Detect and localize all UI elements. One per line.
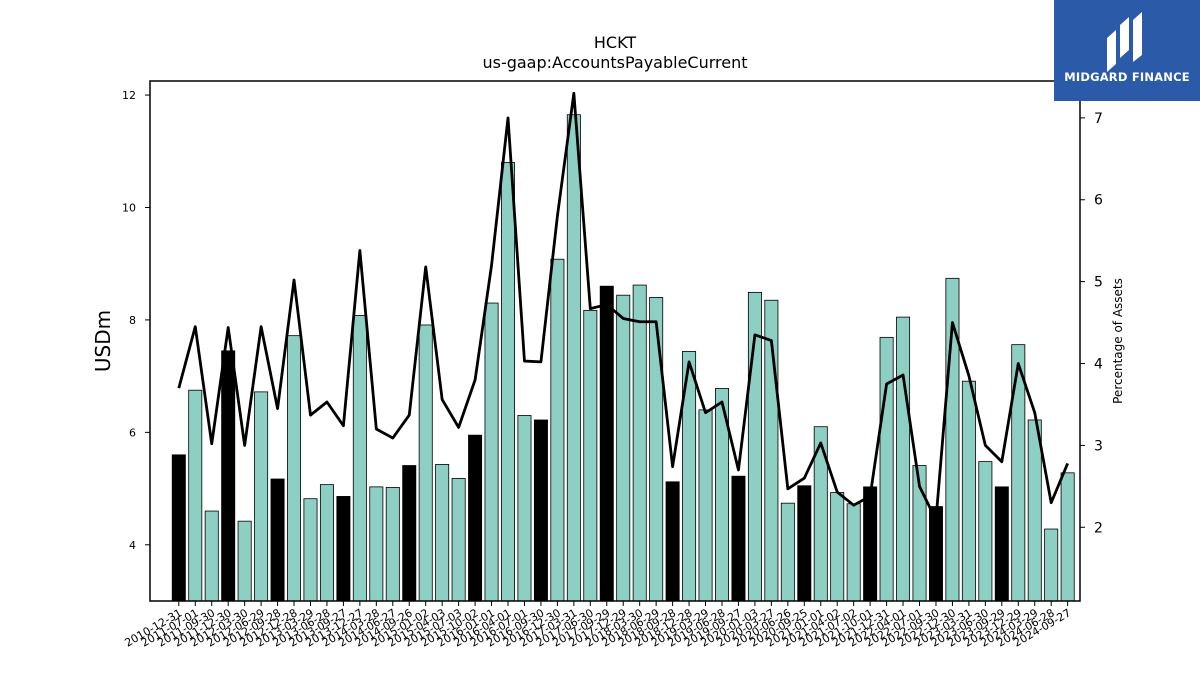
bar bbox=[468, 434, 483, 602]
plot-frame bbox=[149, 80, 1081, 602]
bar bbox=[369, 486, 384, 602]
bar bbox=[583, 309, 598, 602]
bar bbox=[879, 336, 894, 602]
bar bbox=[649, 297, 664, 602]
bar bbox=[352, 315, 367, 602]
percentage-line bbox=[177, 91, 1069, 522]
bar bbox=[435, 463, 450, 602]
bar bbox=[698, 409, 713, 602]
bar bbox=[830, 492, 845, 602]
y-axis-right: 2 3 4 5 6 7 bbox=[1080, 111, 1103, 536]
bar bbox=[1060, 472, 1075, 602]
bar bbox=[188, 389, 203, 602]
bar bbox=[418, 324, 433, 602]
bar bbox=[517, 415, 532, 602]
bar bbox=[978, 461, 993, 602]
y-axis-label: USDm bbox=[91, 310, 115, 372]
bar bbox=[961, 380, 976, 602]
bar bbox=[566, 114, 581, 602]
bar bbox=[1044, 528, 1059, 602]
bar bbox=[221, 350, 236, 602]
y-tick-label: 10 bbox=[122, 201, 136, 214]
bar bbox=[780, 502, 795, 602]
x-axis: 2010-12-312011-07-012011-09-302011-12-30… bbox=[122, 601, 1073, 650]
y2-tick-label: 4 bbox=[1094, 357, 1103, 373]
chart-title: HCKT bbox=[594, 33, 636, 52]
bar-series bbox=[171, 114, 1075, 602]
bar bbox=[846, 503, 861, 602]
bar bbox=[319, 484, 334, 602]
y2-tick-label: 3 bbox=[1094, 438, 1103, 454]
y-tick-label: 4 bbox=[129, 539, 136, 552]
bar bbox=[533, 419, 548, 602]
bar bbox=[632, 284, 647, 602]
bar bbox=[896, 316, 911, 602]
y2-tick-label: 6 bbox=[1094, 193, 1103, 209]
y-axis-left: 4 6 8 10 12 bbox=[122, 89, 150, 552]
y2-tick-label: 5 bbox=[1094, 275, 1103, 291]
bar bbox=[994, 486, 1009, 602]
midgard-logo: MIDGARD FINANCE bbox=[1054, 0, 1200, 101]
y-tick-label: 8 bbox=[129, 314, 136, 327]
bar bbox=[599, 285, 614, 602]
bar bbox=[484, 302, 499, 602]
logo-text: MIDGARD FINANCE bbox=[1064, 70, 1190, 84]
bar bbox=[550, 258, 565, 602]
bar bbox=[731, 475, 746, 602]
y2-axis-label: Percentage of Assets bbox=[1111, 278, 1125, 404]
bar bbox=[616, 294, 631, 602]
y-tick-label: 12 bbox=[122, 89, 136, 102]
bar bbox=[237, 520, 252, 602]
bar bbox=[287, 335, 302, 602]
bar bbox=[1027, 419, 1042, 602]
bar bbox=[254, 391, 269, 602]
y-tick-label: 6 bbox=[129, 426, 136, 439]
bar bbox=[501, 162, 515, 602]
bar bbox=[171, 454, 186, 602]
line-series bbox=[177, 91, 1069, 522]
midgard-logo-icon bbox=[1107, 12, 1142, 72]
bar bbox=[451, 478, 466, 602]
bar bbox=[270, 478, 285, 602]
y2-tick-label: 2 bbox=[1094, 520, 1103, 536]
bar bbox=[863, 486, 878, 602]
bar bbox=[336, 496, 351, 602]
chart-subtitle: us-gaap:AccountsPayableCurrent bbox=[482, 53, 747, 72]
bar bbox=[797, 485, 812, 602]
bar bbox=[402, 465, 417, 602]
bar bbox=[303, 498, 318, 602]
y2-tick-label: 7 bbox=[1094, 111, 1103, 127]
bar bbox=[385, 487, 400, 602]
bar bbox=[665, 481, 680, 602]
bar bbox=[204, 510, 219, 602]
